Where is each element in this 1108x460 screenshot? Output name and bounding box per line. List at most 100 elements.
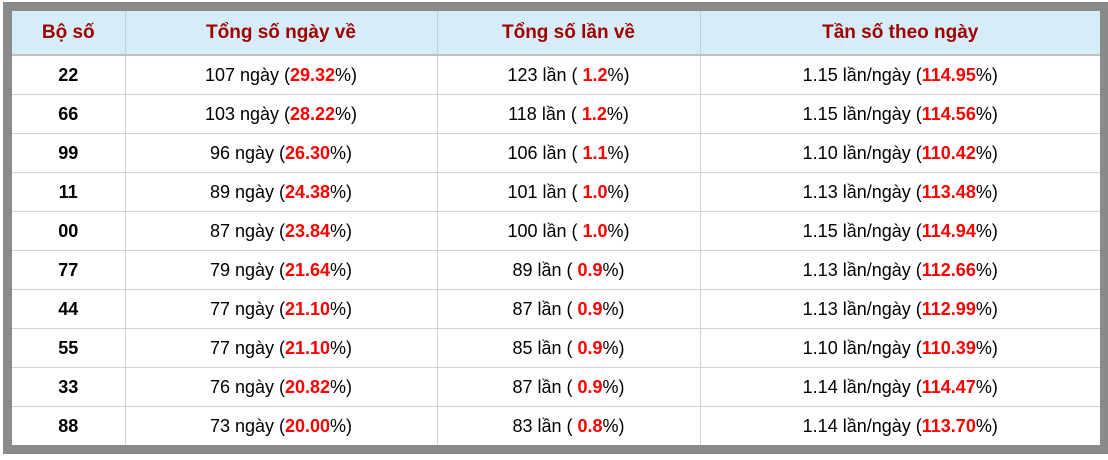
header-frequency-per-day: Tần số theo ngày: [699, 11, 1100, 56]
freq-percent-value: 110.42: [921, 142, 976, 163]
days-percent-value: 23.84: [285, 220, 331, 241]
total-days-cell: 79 ngày (21.64%): [124, 250, 437, 290]
total-days-cell: 87 ngày (23.84%): [124, 211, 437, 251]
total-days-cell: 96 ngày (26.30%): [124, 133, 437, 173]
days-percent-value: 20.00: [285, 415, 331, 436]
pair-number-cell: 99: [12, 133, 125, 173]
table-row: 66 103 ngày (28.22%) 118 lần ( 1.2%) 1.1…: [12, 94, 1100, 134]
days-percent-value: 24.38: [285, 181, 331, 202]
times-close-text: %): [607, 181, 630, 202]
total-days-cell: 77 ngày (21.10%): [124, 289, 437, 329]
times-percent-value: 1.2: [581, 103, 607, 124]
times-close-text: %): [606, 103, 629, 124]
pair-number-cell: 88: [12, 406, 125, 445]
frequency-cell: 1.13 lần/ngày (113.48%): [699, 172, 1100, 212]
times-percent-value: 0.8: [577, 415, 603, 436]
freq-percent-value: 112.66: [921, 259, 976, 280]
times-close-text: %): [607, 64, 630, 85]
times-percent-value: 0.9: [577, 337, 603, 358]
total-days-cell: 77 ngày (21.10%): [124, 328, 437, 368]
table-row: 44 77 ngày (21.10%) 87 lần ( 0.9%) 1.13 …: [12, 289, 1100, 329]
frequency-cell: 1.10 lần/ngày (110.42%): [699, 133, 1100, 173]
days-percent-value: 21.10: [285, 298, 331, 319]
total-times-cell: 100 lần ( 1.0%): [436, 211, 700, 251]
days-percent-value: 21.64: [285, 259, 331, 280]
freq-text: 1.15 lần/ngày (: [802, 64, 922, 85]
total-days-cell: 107 ngày (29.32%): [124, 55, 437, 95]
total-days-cell: 103 ngày (28.22%): [124, 94, 437, 134]
total-times-cell: 123 lần ( 1.2%): [436, 55, 700, 95]
total-times-cell: 87 lần ( 0.9%): [436, 367, 700, 407]
freq-percent-value: 113.48: [921, 181, 976, 202]
times-close-text: %): [602, 298, 625, 319]
pair-number-cell: 22: [12, 55, 125, 95]
header-total-days: Tổng số ngày về: [124, 11, 437, 56]
days-text: 73 ngày (: [209, 415, 285, 436]
frequency-cell: 1.13 lần/ngày (112.99%): [699, 289, 1100, 329]
days-text: 87 ngày (: [209, 220, 285, 241]
table-body: 22 107 ngày (29.32%) 123 lần ( 1.2%) 1.1…: [12, 55, 1100, 445]
header-row: Bộ số Tổng số ngày về Tổng số lần về Tần…: [12, 11, 1100, 56]
times-text: 87 lần (: [512, 376, 578, 397]
freq-text: 1.15 lần/ngày (: [802, 220, 922, 241]
times-percent-value: 1.0: [582, 181, 608, 202]
freq-text: 1.10 lần/ngày (: [802, 337, 922, 358]
days-text: 89 ngày (: [209, 181, 285, 202]
freq-close-text: %): [975, 376, 998, 397]
days-text: 79 ngày (: [209, 259, 285, 280]
freq-percent-value: 114.56: [921, 103, 976, 124]
days-text: 76 ngày (: [209, 376, 285, 397]
frequency-cell: 1.15 lần/ngày (114.95%): [699, 55, 1100, 95]
freq-close-text: %): [975, 142, 998, 163]
frequency-cell: 1.10 lần/ngày (110.39%): [699, 328, 1100, 368]
pair-number-cell: 55: [12, 328, 125, 368]
times-percent-value: 0.9: [577, 298, 603, 319]
pair-number-cell: 33: [12, 367, 125, 407]
header-pair-number: Bộ số: [12, 11, 125, 56]
times-close-text: %): [602, 376, 625, 397]
times-text: 106 lần (: [507, 142, 583, 163]
times-close-text: %): [602, 259, 625, 280]
times-percent-value: 0.9: [577, 259, 603, 280]
table-row: 22 107 ngày (29.32%) 123 lần ( 1.2%) 1.1…: [12, 55, 1100, 95]
times-text: 118 lần (: [508, 103, 582, 124]
days-text: 96 ngày (: [209, 142, 285, 163]
freq-text: 1.15 lần/ngày (: [802, 103, 922, 124]
times-percent-value: 1.0: [582, 220, 608, 241]
total-times-cell: 87 lần ( 0.9%): [436, 289, 700, 329]
frequency-cell: 1.15 lần/ngày (114.56%): [699, 94, 1100, 134]
days-close-text: %): [330, 142, 353, 163]
total-times-cell: 85 lần ( 0.9%): [436, 328, 700, 368]
times-text: 101 lần (: [507, 181, 583, 202]
days-close-text: %): [330, 259, 353, 280]
freq-close-text: %): [975, 259, 998, 280]
freq-text: 1.13 lần/ngày (: [802, 259, 922, 280]
freq-text: 1.10 lần/ngày (: [802, 142, 922, 163]
days-percent-value: 29.32: [290, 64, 336, 85]
days-text: 77 ngày (: [209, 337, 285, 358]
total-times-cell: 106 lần ( 1.1%): [436, 133, 700, 173]
freq-percent-value: 114.47: [921, 376, 976, 397]
days-percent-value: 28.22: [290, 103, 336, 124]
freq-text: 1.13 lần/ngày (: [802, 298, 922, 319]
days-percent-value: 26.30: [285, 142, 331, 163]
freq-percent-value: 114.95: [921, 64, 976, 85]
days-close-text: %): [330, 220, 353, 241]
total-times-cell: 83 lần ( 0.8%): [436, 406, 700, 445]
freq-percent-value: 112.99: [921, 298, 976, 319]
table-row: 00 87 ngày (23.84%) 100 lần ( 1.0%) 1.15…: [12, 211, 1100, 251]
times-close-text: %): [607, 220, 630, 241]
days-text: 103 ngày (: [204, 103, 290, 124]
table-row: 11 89 ngày (24.38%) 101 lần ( 1.0%) 1.13…: [12, 172, 1100, 212]
times-close-text: %): [602, 415, 625, 436]
days-text: 77 ngày (: [209, 298, 285, 319]
days-text: 107 ngày (: [204, 64, 290, 85]
freq-close-text: %): [975, 181, 998, 202]
header-total-times: Tổng số lần về: [436, 11, 700, 56]
total-days-cell: 76 ngày (20.82%): [124, 367, 437, 407]
freq-close-text: %): [975, 103, 998, 124]
times-close-text: %): [607, 142, 630, 163]
pair-number-cell: 44: [12, 289, 125, 329]
table-row: 55 77 ngày (21.10%) 85 lần ( 0.9%) 1.10 …: [12, 328, 1100, 368]
